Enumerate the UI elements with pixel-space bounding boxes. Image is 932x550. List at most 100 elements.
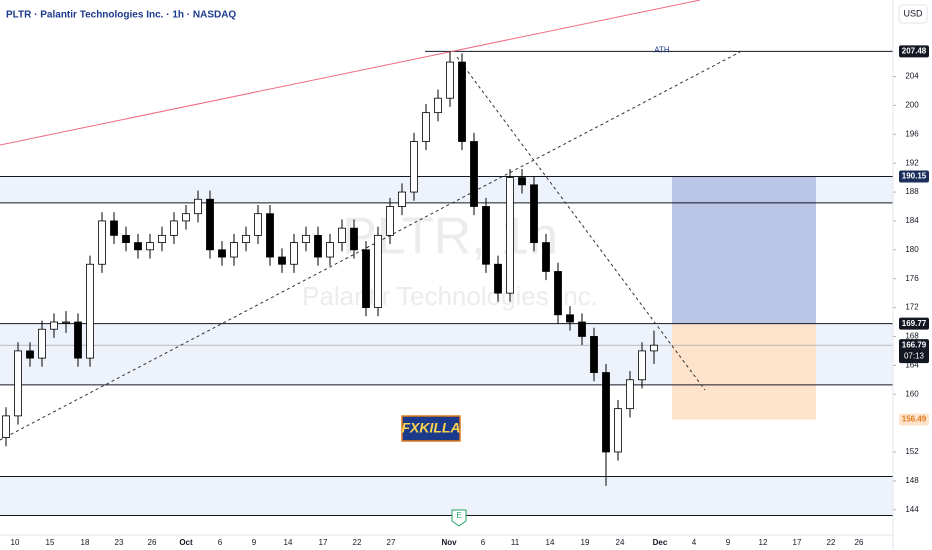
x-tick-label: 17 xyxy=(319,538,328,547)
candle-body xyxy=(566,314,574,323)
candle-body xyxy=(638,350,646,381)
y-tick-label: 196 xyxy=(905,129,919,138)
x-tick-label: 11 xyxy=(511,538,520,547)
candle-body xyxy=(362,249,370,308)
x-tick-label: 10 xyxy=(11,538,20,547)
candle-body xyxy=(410,141,418,193)
y-tick-label: 188 xyxy=(905,187,919,196)
y-tick-label: 180 xyxy=(905,245,919,254)
trendline-dashed xyxy=(0,51,741,441)
chart-title: PLTR · Palantir Technologies Inc. · 1h ·… xyxy=(6,10,236,21)
x-tick-label: 19 xyxy=(581,538,590,547)
x-tick-label: 26 xyxy=(855,538,864,547)
candle-body xyxy=(26,350,34,359)
target-price-label: 190.15 xyxy=(902,172,927,181)
x-tick-label: Dec xyxy=(653,538,668,547)
candle-body xyxy=(494,263,502,294)
candle-body xyxy=(422,112,430,142)
y-tick-label: 192 xyxy=(905,158,919,167)
x-tick-label: 6 xyxy=(481,538,486,547)
target-price-label-box xyxy=(899,170,929,183)
currency-box[interactable] xyxy=(898,4,928,24)
x-tick-label: 23 xyxy=(115,538,124,547)
x-tick-label: 9 xyxy=(726,538,731,547)
currency[interactable]: USD xyxy=(903,8,923,18)
candle-body xyxy=(386,206,394,236)
candle-body xyxy=(86,263,94,359)
candle-body xyxy=(254,213,262,236)
candle-body xyxy=(650,344,658,352)
candle-body xyxy=(146,242,154,251)
last-price-label: 166.79 xyxy=(902,340,927,349)
candle-body xyxy=(206,198,214,251)
candle-body xyxy=(446,61,454,99)
x-tick-label: 14 xyxy=(546,538,555,547)
y-tick-label: 152 xyxy=(905,447,919,456)
candle-body xyxy=(110,220,118,236)
watermark-subtitle: Palantir Technologies Inc. xyxy=(302,281,598,311)
candle-body xyxy=(590,336,598,373)
candle-body xyxy=(2,415,10,438)
y-tick-label: 204 xyxy=(905,72,919,81)
x-tick-label: 6 xyxy=(218,538,223,547)
candle-body xyxy=(542,242,550,272)
y-tick-label: 144 xyxy=(905,505,919,514)
candle-body xyxy=(506,177,514,294)
x-tick-label: 26 xyxy=(148,538,157,547)
last-price-box xyxy=(899,339,929,364)
candle-body xyxy=(374,234,382,308)
ath-price-label: 207.48 xyxy=(902,47,927,56)
candle-body xyxy=(290,242,298,265)
x-tick-label: 12 xyxy=(759,538,768,547)
candle-body xyxy=(218,249,226,258)
candle-body xyxy=(602,372,610,453)
x-tick-label: 17 xyxy=(793,538,802,547)
candle-body xyxy=(122,234,130,243)
candle-body xyxy=(458,61,466,142)
candle-body xyxy=(158,234,166,243)
x-tick-label: 22 xyxy=(827,538,836,547)
candle-body xyxy=(338,227,346,243)
candle-body xyxy=(626,379,634,410)
candle-body xyxy=(314,234,322,258)
candle-body xyxy=(434,97,442,114)
x-tick-label: 22 xyxy=(353,538,362,547)
candle-body xyxy=(170,220,178,236)
entry-price-label: 169.77 xyxy=(902,319,927,328)
stop-price-label-box xyxy=(899,413,929,426)
badge-box xyxy=(401,415,461,442)
candle-body xyxy=(302,234,310,243)
countdown: 07:13 xyxy=(904,351,925,360)
candle-body xyxy=(62,321,70,324)
badge: FXKILLA xyxy=(401,420,460,436)
stop-zone xyxy=(672,323,816,420)
x-tick-label: Oct xyxy=(179,538,193,547)
candle-body xyxy=(482,206,490,265)
x-tick-label: 18 xyxy=(81,538,90,547)
x-tick-label: 9 xyxy=(252,538,257,547)
candle-body xyxy=(50,321,58,330)
y-tick-label: 176 xyxy=(905,274,919,283)
x-tick-label: 14 xyxy=(284,538,293,547)
candle-body xyxy=(530,184,538,243)
x-tick-label: 15 xyxy=(46,538,55,547)
candle-body xyxy=(278,256,286,265)
stop-price-label: 156.49 xyxy=(902,415,927,424)
y-tick-label: 148 xyxy=(905,476,919,485)
x-tick-label: 4 xyxy=(692,538,697,547)
candle-body xyxy=(470,141,478,207)
x-tick-label: Nov xyxy=(441,538,457,547)
candle-body xyxy=(182,213,190,222)
event-marker-shape xyxy=(451,509,467,527)
candle-body xyxy=(398,191,406,207)
y-tick-label: 184 xyxy=(905,216,919,225)
y-tick-label: 160 xyxy=(905,389,919,398)
candle-body xyxy=(266,213,274,258)
y-tick-label: 168 xyxy=(905,332,919,341)
candle-body xyxy=(14,350,22,417)
candle-body xyxy=(134,242,142,251)
trendline xyxy=(0,0,701,146)
target-zone xyxy=(672,176,816,324)
ath-price-label-box xyxy=(899,45,929,58)
